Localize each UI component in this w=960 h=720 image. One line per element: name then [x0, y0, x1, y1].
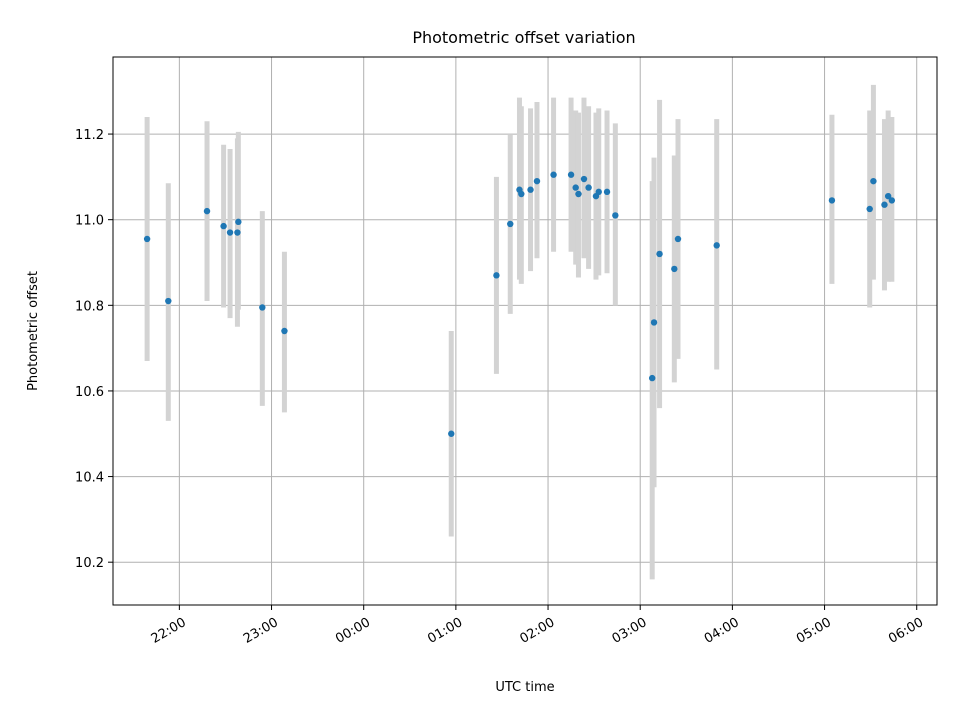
data-point: [550, 171, 557, 178]
data-point: [226, 229, 234, 236]
data-point: [518, 190, 525, 198]
x-tick-label: 04:00: [702, 615, 742, 647]
error-bars: [144, 84, 895, 580]
y-tick-label: 11.2: [75, 128, 104, 143]
y-axis: 10.2 10.4 10.6 10.8 11.0 11.2: [75, 128, 113, 571]
y-tick-label: 10.4: [75, 471, 104, 486]
data-point: [888, 197, 896, 204]
data-point: [281, 327, 288, 335]
data-point: [448, 430, 455, 437]
data-point: [671, 265, 678, 273]
x-tick-label: 03:00: [610, 615, 650, 647]
data-point: [884, 192, 892, 200]
data-point: [234, 229, 241, 236]
data-point: [507, 220, 514, 228]
x-tick-label: 23:00: [241, 615, 281, 647]
y-axis-label: Photometric offset: [26, 271, 41, 391]
chart-title: Photometric offset variation: [412, 28, 635, 47]
plot-frame: [112, 56, 938, 606]
data-point: [650, 319, 658, 326]
data-point: [533, 177, 541, 185]
x-axis: 22:00 23:00 00:00 01:00 02:00 03:00 04:00 05:00…: [149, 605, 926, 647]
data-point: [575, 190, 582, 198]
y-tick-label: 10.8: [75, 299, 104, 314]
data-point: [259, 304, 266, 311]
y-tick-label: 10.6: [75, 385, 104, 400]
data-point: [585, 184, 592, 191]
x-tick-label: 05:00: [794, 615, 834, 647]
data-point: [143, 235, 151, 243]
data-point: [580, 175, 588, 183]
x-tick-label: 06:00: [886, 615, 926, 647]
data-point: [493, 272, 500, 279]
data-points: [143, 171, 896, 437]
x-tick-label: 22:00: [149, 615, 189, 647]
data-point: [713, 242, 720, 249]
y-tick-label: 11.0: [75, 214, 104, 229]
grid: [113, 57, 937, 605]
data-point: [656, 250, 663, 258]
data-point: [648, 374, 656, 382]
data-point: [567, 171, 575, 178]
x-tick-label: 02:00: [517, 615, 557, 647]
y-tick-label: 10.2: [75, 556, 104, 571]
data-point: [527, 186, 534, 193]
data-point: [828, 197, 836, 204]
data-point: [866, 205, 873, 213]
x-axis-label: UTC time: [495, 680, 554, 695]
data-point: [220, 222, 227, 230]
data-point: [572, 184, 579, 191]
data-point: [612, 212, 619, 219]
x-tick-label: 01:00: [425, 615, 465, 647]
data-point: [235, 218, 242, 226]
data-point: [595, 188, 602, 196]
data-point: [203, 207, 211, 215]
data-point: [674, 235, 682, 243]
x-tick-label: 00:00: [333, 615, 373, 647]
data-point: [881, 201, 888, 208]
data-point: [165, 297, 172, 305]
data-point: [603, 188, 611, 196]
data-point: [870, 177, 877, 185]
